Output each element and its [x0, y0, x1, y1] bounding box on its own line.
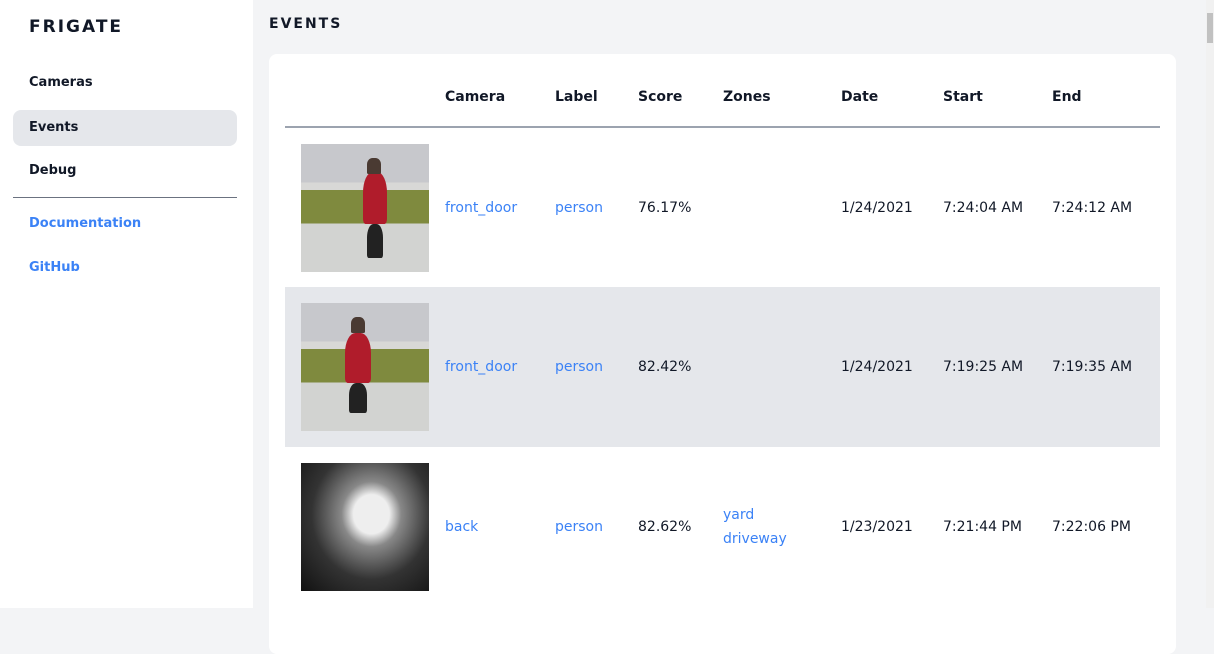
- date: 1/24/2021: [841, 199, 913, 216]
- start-time: 7:21:44 PM: [943, 519, 1022, 535]
- table-row[interactable]: back person 82.62% yard driveway 1/23/202…: [285, 447, 1160, 607]
- scrollbar-thumb[interactable]: [1207, 13, 1213, 43]
- header-end: End: [1052, 54, 1160, 128]
- event-thumbnail[interactable]: [301, 303, 429, 431]
- header-label: Label: [555, 54, 638, 128]
- header-score: Score: [638, 54, 723, 128]
- table-row[interactable]: front_door person 82.42% 1/24/2021 7:19:…: [285, 287, 1160, 447]
- header-zones: Zones: [723, 54, 841, 128]
- camera-link[interactable]: front_door: [445, 359, 518, 375]
- sidebar: FRIGATE Cameras Events Debug Documentati…: [0, 0, 253, 608]
- table-header: Camera Label Score Zones Date Start End: [285, 54, 1160, 128]
- end-time: 7:24:12 AM: [1052, 199, 1133, 216]
- zones: [723, 287, 841, 447]
- page-title: EVENTS: [269, 16, 343, 32]
- event-thumbnail[interactable]: [301, 463, 429, 591]
- github-link[interactable]: GitHub: [29, 260, 80, 275]
- header-camera: Camera: [445, 54, 555, 128]
- label-link[interactable]: person: [555, 359, 603, 375]
- events-card: Camera Label Score Zones Date Start End …: [269, 54, 1176, 654]
- end-time: 7:22:06 PM: [1052, 519, 1131, 535]
- zones: yard driveway: [723, 447, 841, 607]
- score: 82.62%: [638, 519, 692, 535]
- start-time: 7:24:04 AM: [943, 199, 1024, 216]
- camera-link[interactable]: back: [445, 519, 479, 535]
- events-table: Camera Label Score Zones Date Start End …: [285, 54, 1160, 607]
- thumbnail-cell: [285, 447, 445, 607]
- zone-link[interactable]: yard: [723, 507, 755, 523]
- sidebar-divider: [13, 197, 237, 198]
- end-time: 7:19:35 AM: [1052, 287, 1160, 447]
- thumbnail-cell: [285, 127, 445, 287]
- start-time: 7:19:25 AM: [943, 287, 1052, 447]
- date: 1/23/2021: [841, 519, 913, 535]
- sidebar-item-events[interactable]: Events: [13, 110, 237, 146]
- table-row[interactable]: front_door person 76.17% 1/24/2021 7:24:…: [285, 127, 1160, 287]
- date: 1/24/2021: [841, 287, 943, 447]
- label-link[interactable]: person: [555, 519, 603, 535]
- header-date: Date: [841, 54, 943, 128]
- label-link[interactable]: person: [555, 199, 603, 216]
- brand-logo: FRIGATE: [29, 17, 124, 37]
- thumbnail-cell: [285, 287, 445, 447]
- documentation-link[interactable]: Documentation: [29, 216, 142, 231]
- thumbnail-header: [285, 54, 445, 128]
- sidebar-item-cameras[interactable]: Cameras: [29, 75, 93, 90]
- event-thumbnail[interactable]: [301, 143, 429, 272]
- score: 82.42%: [638, 287, 723, 447]
- score: 76.17%: [638, 199, 692, 216]
- zones: [723, 127, 841, 287]
- header-start: Start: [943, 54, 1052, 128]
- camera-link[interactable]: front_door: [445, 199, 518, 216]
- sidebar-item-debug[interactable]: Debug: [29, 163, 77, 178]
- zone-link[interactable]: driveway: [723, 531, 787, 547]
- scrollbar[interactable]: [1206, 0, 1214, 608]
